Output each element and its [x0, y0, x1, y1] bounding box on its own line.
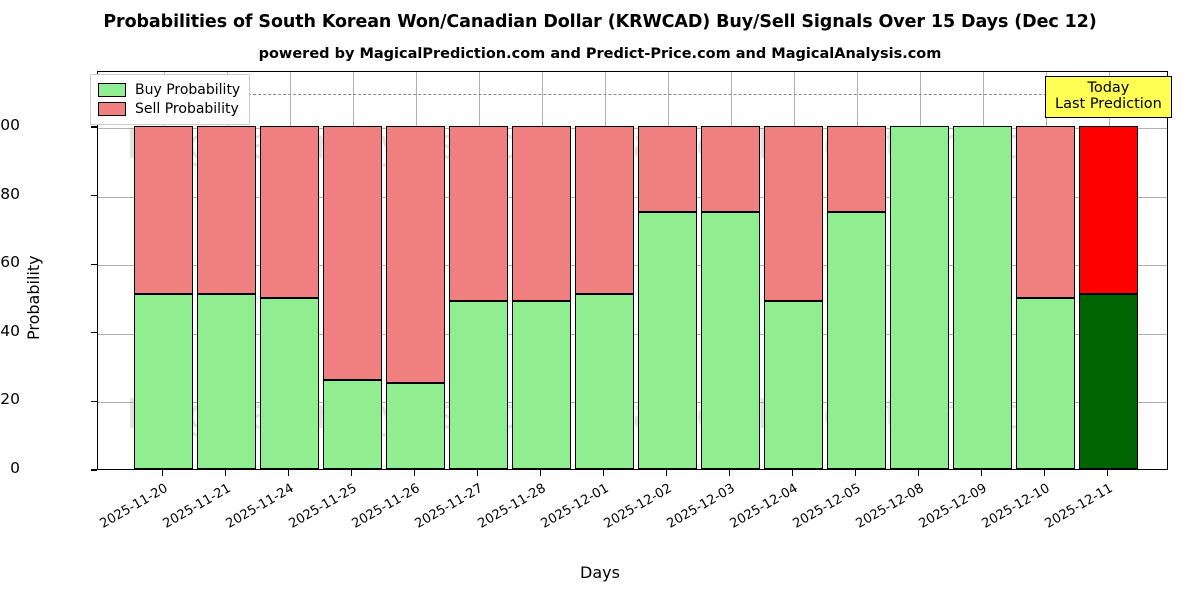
y-axis-tick-label: 20: [0, 390, 20, 409]
bar-segment-buy: [575, 294, 634, 469]
bar-segment-sell: [638, 126, 697, 212]
x-axis-tick-mark: [728, 470, 731, 476]
y-axis-tick-mark: [91, 126, 97, 128]
bar-segment-buy: [512, 300, 571, 469]
bar-segment-buy: [764, 300, 823, 469]
bar-column: [638, 70, 697, 469]
y-axis-tick-mark: [91, 400, 97, 403]
bar-segment-sell: [323, 126, 382, 380]
bar-segment-buy: [827, 211, 886, 469]
bar-column: [512, 70, 571, 469]
x-axis-tick-mark: [791, 470, 794, 476]
legend: Buy Probability Sell Probability: [90, 74, 251, 125]
bar-column: [827, 70, 886, 469]
bar-column: [449, 70, 508, 469]
y-axis-tick-mark: [91, 263, 97, 265]
bar-segment-sell: [386, 126, 445, 384]
today-annotation-line1: Today: [1087, 80, 1130, 96]
bar-column: [701, 70, 760, 469]
bar-series-layer: [98, 72, 1167, 469]
bar-segment-buy: [134, 294, 193, 469]
bar-column: [575, 70, 634, 469]
bar-column: [197, 70, 256, 469]
y-axis-tick-mark: [91, 469, 97, 471]
x-axis-tick-mark: [539, 470, 542, 476]
bar-segment-sell: [449, 126, 508, 301]
bar-segment-buy: [953, 126, 1012, 469]
y-axis-tick-label: 60: [0, 253, 20, 272]
bar-segment-buy: [449, 300, 508, 469]
bar-segment-sell: [575, 126, 634, 295]
x-axis-tick-mark: [1106, 470, 1109, 476]
bar-column: [1079, 70, 1138, 469]
legend-swatch-buy: [98, 83, 126, 97]
x-axis-tick-mark: [854, 470, 857, 476]
x-axis-tick-mark: [413, 470, 416, 476]
x-axis-tick-mark: [917, 470, 920, 476]
bar-segment-sell: [1079, 126, 1138, 295]
x-axis-tick-mark: [602, 470, 605, 476]
bar-segment-buy: [638, 211, 697, 469]
y-axis-tick-mark: [91, 332, 97, 334]
bar-segment-sell: [134, 126, 193, 295]
y-axis-tick-label: 0: [10, 459, 20, 477]
bar-segment-sell: [1016, 126, 1075, 298]
x-axis-tick-mark: [287, 470, 290, 476]
y-axis-label: Probability: [24, 255, 43, 340]
x-axis-tick-mark: [665, 470, 668, 476]
bar-segment-buy: [323, 379, 382, 469]
bar-segment-buy: [890, 126, 949, 469]
today-annotation-line2: Last Prediction: [1055, 96, 1162, 113]
legend-label-sell: Sell Probability: [135, 101, 239, 117]
x-axis-tick-mark: [1043, 470, 1046, 476]
bar-segment-buy: [260, 297, 319, 469]
bar-column: [323, 70, 382, 469]
bar-column: [260, 70, 319, 469]
legend-item-sell: Sell Probability: [98, 100, 240, 118]
y-axis-tick-label: 40: [0, 321, 20, 340]
bar-segment-buy: [386, 383, 445, 469]
x-axis-tick-mark: [350, 470, 353, 476]
bar-segment-buy: [197, 294, 256, 469]
chart-subtitle: powered by MagicalPrediction.com and Pre…: [258, 46, 942, 62]
bar-column: [953, 70, 1012, 469]
bar-column: [134, 70, 193, 469]
y-axis-tick-label: 80: [0, 184, 20, 203]
legend-item-buy: Buy Probability: [98, 81, 240, 99]
x-axis-label: Days: [580, 563, 620, 582]
bar-segment-buy: [701, 211, 760, 469]
bar-column: [764, 70, 823, 469]
bar-column: [890, 70, 949, 469]
x-axis-tick-mark: [476, 470, 479, 476]
plot-area: MagicalAnalysis.comMagicalPrediction.com…: [97, 71, 1168, 470]
bar-segment-sell: [827, 126, 886, 212]
chart-title: Probabilities of South Korean Won/Canadi…: [103, 12, 1097, 32]
x-axis-tick-mark: [224, 470, 227, 476]
y-axis-tick-mark: [91, 194, 97, 197]
x-axis-tick-mark: [161, 470, 164, 476]
bar-segment-sell: [701, 126, 760, 212]
bar-column: [386, 70, 445, 469]
bar-segment-sell: [260, 126, 319, 298]
bar-segment-sell: [512, 126, 571, 301]
bar-segment-buy: [1079, 294, 1138, 469]
y-axis-tick-label: 100: [0, 116, 20, 134]
bar-segment-buy: [1016, 297, 1075, 469]
today-annotation: Today Last Prediction: [1045, 76, 1172, 119]
x-axis-tick-mark: [980, 470, 983, 476]
bar-column: [1016, 70, 1075, 469]
legend-label-buy: Buy Probability: [135, 82, 241, 98]
bar-segment-sell: [197, 126, 256, 295]
legend-swatch-sell: [98, 102, 126, 116]
bar-segment-sell: [764, 126, 823, 301]
reference-line: [98, 93, 1167, 95]
